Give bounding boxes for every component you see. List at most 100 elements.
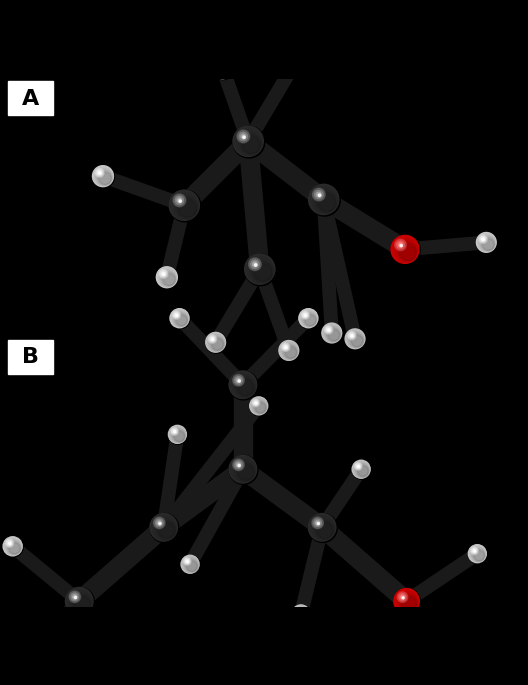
Circle shape (17, 645, 35, 663)
Circle shape (246, 256, 275, 284)
Circle shape (348, 332, 364, 348)
Circle shape (476, 232, 496, 252)
Circle shape (284, 345, 297, 359)
Circle shape (352, 336, 363, 347)
Circle shape (298, 611, 308, 621)
Circle shape (184, 558, 198, 573)
Circle shape (156, 266, 178, 289)
Circle shape (394, 238, 418, 262)
Circle shape (474, 550, 485, 561)
Circle shape (483, 239, 484, 240)
Circle shape (355, 463, 369, 477)
Circle shape (472, 548, 477, 553)
Circle shape (281, 342, 298, 360)
Circle shape (244, 254, 275, 284)
Circle shape (326, 327, 340, 341)
Circle shape (233, 375, 244, 386)
Circle shape (322, 323, 342, 343)
Circle shape (314, 519, 334, 539)
Circle shape (322, 323, 343, 344)
Circle shape (210, 337, 224, 351)
Circle shape (357, 465, 369, 477)
Circle shape (234, 376, 255, 397)
Circle shape (394, 588, 420, 615)
Circle shape (177, 198, 182, 203)
Circle shape (279, 340, 299, 360)
Text: B: B (22, 347, 39, 367)
Circle shape (23, 651, 33, 661)
Circle shape (19, 647, 35, 662)
Circle shape (252, 262, 258, 267)
Circle shape (285, 347, 287, 348)
Circle shape (69, 591, 81, 603)
Circle shape (279, 340, 299, 360)
Circle shape (212, 58, 234, 79)
Circle shape (95, 168, 113, 186)
Circle shape (280, 341, 298, 360)
Circle shape (23, 650, 24, 652)
Circle shape (233, 459, 244, 471)
Circle shape (22, 649, 34, 662)
Circle shape (218, 63, 221, 66)
Circle shape (161, 271, 167, 277)
Circle shape (471, 547, 485, 562)
Circle shape (305, 315, 307, 316)
Circle shape (216, 62, 222, 68)
Circle shape (290, 59, 293, 61)
Circle shape (3, 537, 22, 556)
Circle shape (182, 556, 199, 573)
Circle shape (289, 58, 293, 62)
Circle shape (169, 190, 200, 221)
Circle shape (468, 545, 486, 562)
Circle shape (172, 310, 188, 327)
Circle shape (181, 556, 199, 573)
Circle shape (241, 134, 246, 139)
Circle shape (478, 234, 496, 251)
Circle shape (286, 347, 297, 358)
Circle shape (317, 523, 333, 538)
Circle shape (234, 461, 242, 469)
Circle shape (96, 169, 112, 186)
Circle shape (206, 332, 227, 353)
Circle shape (155, 519, 176, 539)
Circle shape (345, 329, 365, 349)
Circle shape (313, 188, 337, 213)
Circle shape (299, 309, 318, 327)
Circle shape (255, 402, 257, 404)
Circle shape (73, 595, 76, 598)
Circle shape (158, 521, 175, 538)
Circle shape (316, 521, 319, 524)
Circle shape (234, 127, 263, 156)
Circle shape (395, 590, 419, 614)
Circle shape (151, 515, 177, 540)
Circle shape (474, 551, 476, 552)
Circle shape (254, 264, 271, 281)
Circle shape (281, 343, 290, 351)
Circle shape (98, 172, 111, 185)
Circle shape (92, 166, 115, 188)
Circle shape (65, 588, 93, 615)
Circle shape (74, 597, 90, 612)
Circle shape (480, 236, 495, 251)
Circle shape (235, 462, 254, 481)
Circle shape (253, 400, 259, 406)
Circle shape (209, 335, 224, 351)
Circle shape (402, 597, 404, 599)
Circle shape (184, 559, 198, 572)
Circle shape (304, 314, 307, 317)
Circle shape (168, 425, 186, 443)
Circle shape (311, 516, 335, 540)
Circle shape (181, 556, 200, 574)
Circle shape (308, 184, 339, 214)
Circle shape (173, 312, 188, 327)
Circle shape (476, 232, 496, 252)
Circle shape (395, 239, 418, 262)
Circle shape (171, 428, 185, 443)
Circle shape (328, 329, 329, 331)
Circle shape (99, 173, 111, 184)
Circle shape (172, 193, 199, 219)
Circle shape (169, 426, 186, 443)
Circle shape (314, 519, 322, 527)
Circle shape (212, 58, 233, 79)
Circle shape (215, 61, 232, 77)
